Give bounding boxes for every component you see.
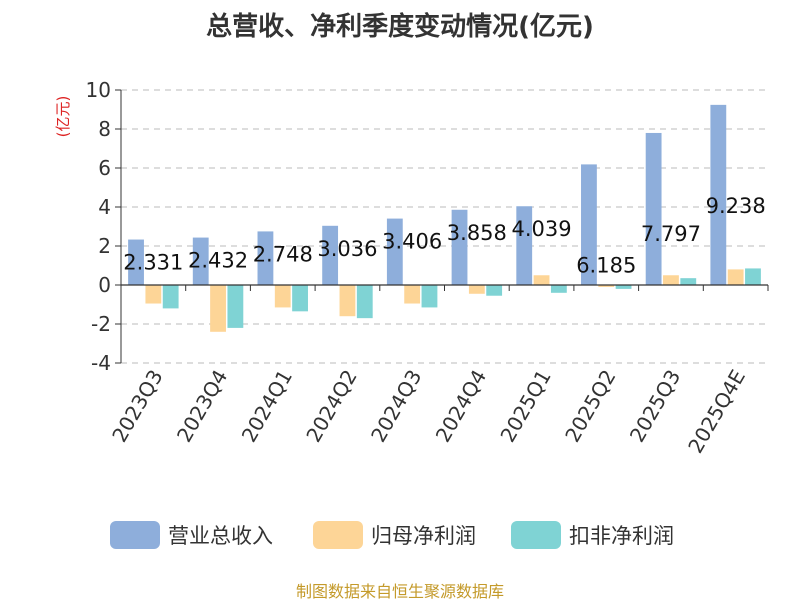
bar-revenue (257, 231, 274, 285)
bar-revenue (645, 132, 662, 285)
chart-title: 总营收、净利季度变动情况(亿元) (206, 12, 594, 42)
bar-deducted-net-profit (356, 285, 373, 319)
y-tick-label: 8 (98, 117, 111, 141)
bar-deducted-net-profit (550, 285, 567, 293)
y-tick-label: 0 (98, 273, 111, 297)
data-label: 2.331 (123, 251, 183, 275)
x-tick-label: 2024Q1 (237, 366, 297, 447)
data-label: 3.858 (447, 221, 507, 245)
x-tick-label: 2024Q3 (366, 366, 426, 447)
y-tick-label: -2 (91, 312, 111, 336)
bar-net-profit (533, 275, 550, 285)
source-note: 制图数据来自恒生聚源数据库 (295, 582, 504, 601)
legend-label: 营业总收入 (168, 524, 273, 548)
data-label: 9.238 (706, 194, 766, 218)
bar-deducted-net-profit (292, 285, 308, 312)
x-tick-label: 2024Q2 (301, 366, 361, 447)
bar-net-profit (274, 285, 291, 308)
y-axis-label: (亿元) (54, 96, 72, 138)
bar-revenue (516, 206, 533, 285)
bar-revenue (710, 104, 727, 285)
bar-revenue (386, 218, 403, 285)
bar-net-profit (339, 285, 356, 317)
y-tick-label: -4 (91, 351, 111, 375)
bar-net-profit (598, 285, 615, 287)
bar-deducted-net-profit (227, 285, 244, 328)
bar-revenue (128, 239, 144, 285)
bar-revenue (322, 225, 339, 285)
bar-net-profit (468, 285, 485, 294)
bar-net-profit (404, 285, 421, 304)
bar-net-profit (663, 275, 679, 285)
x-tick-label: 2023Q3 (107, 366, 167, 447)
bar-deducted-net-profit (421, 285, 438, 308)
legend-swatch (313, 521, 363, 549)
bar-deducted-net-profit (680, 278, 697, 285)
bar-deducted-net-profit (615, 285, 632, 289)
x-tick-label: 2025Q3 (625, 366, 685, 447)
bar-deducted-net-profit (162, 285, 179, 309)
y-tick-label: 6 (98, 156, 111, 180)
x-tick-label: 2025Q4E (683, 366, 750, 458)
data-label: 7.797 (641, 222, 701, 246)
y-tick-label: 4 (98, 195, 111, 219)
x-tick-label: 2024Q4 (431, 365, 491, 446)
x-tick-label: 2023Q4 (172, 366, 232, 447)
data-label: 3.406 (382, 230, 442, 254)
bar-net-profit (145, 285, 162, 304)
bar-deducted-net-profit (486, 285, 503, 296)
bar-revenue (451, 209, 468, 285)
bar-net-profit (210, 285, 226, 332)
bar-revenue (192, 237, 209, 285)
legend-label: 归母净利润 (371, 524, 476, 548)
legend-label: 扣非净利润 (569, 524, 674, 548)
bar-revenue (581, 164, 597, 285)
data-label: 6.185 (576, 253, 636, 277)
x-tick-label: 2025Q1 (495, 366, 555, 447)
legend-swatch (110, 521, 160, 549)
legend-swatch (511, 521, 561, 549)
x-tick-label: 2025Q2 (560, 366, 620, 447)
y-tick-label: 10 (86, 78, 111, 102)
data-label: 2.748 (253, 242, 313, 266)
data-label: 4.039 (511, 217, 571, 241)
data-label: 2.432 (188, 249, 248, 273)
y-tick-label: 2 (98, 234, 111, 258)
bar-net-profit (727, 269, 744, 285)
data-label: 3.036 (317, 237, 377, 261)
bar-deducted-net-profit (745, 268, 761, 285)
